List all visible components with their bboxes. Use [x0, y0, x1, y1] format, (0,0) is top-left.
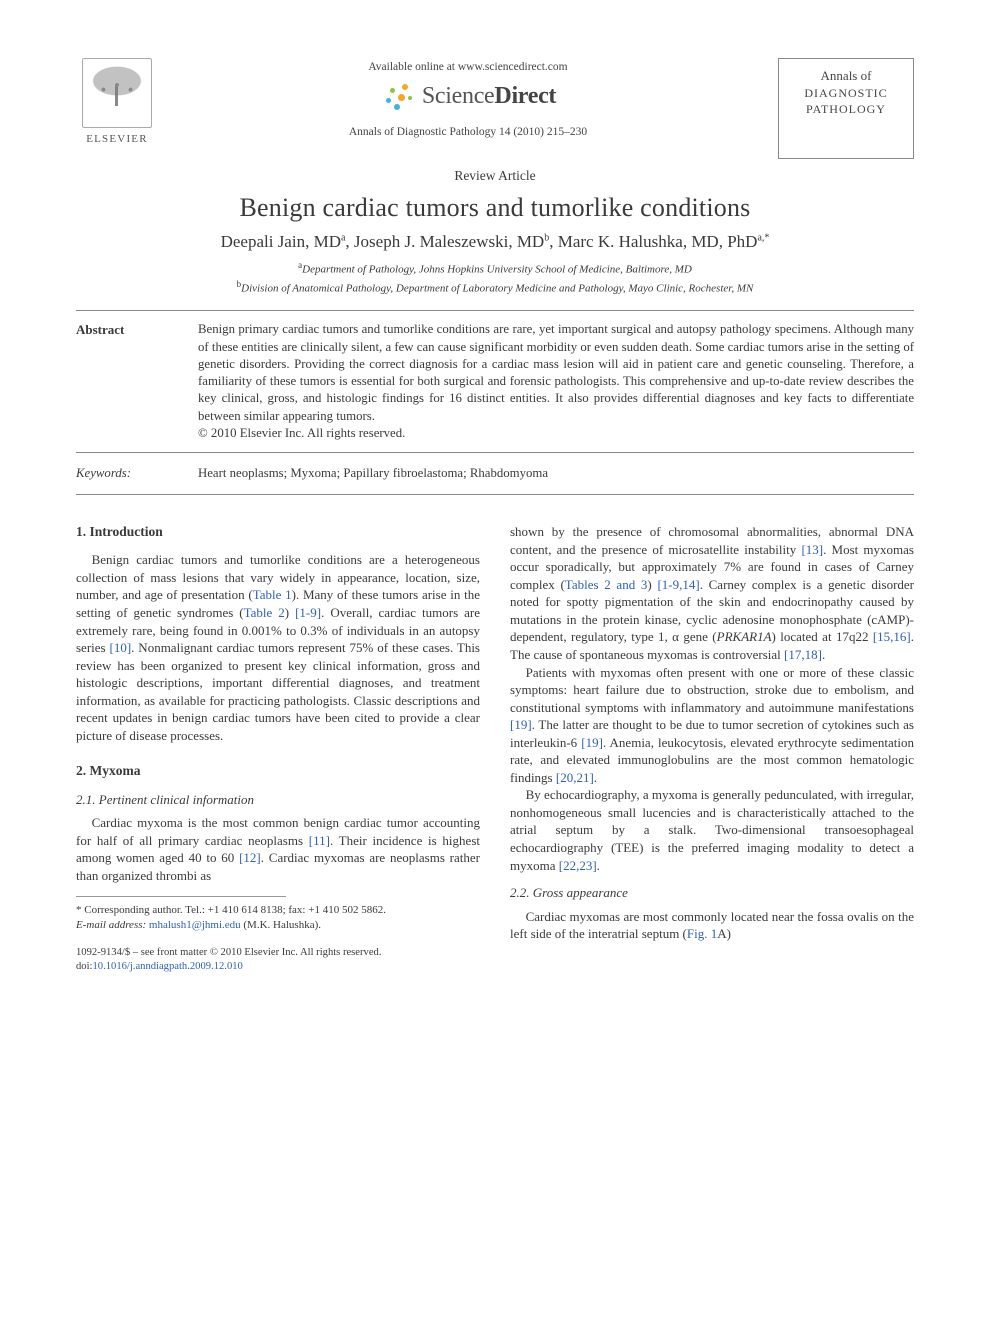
intro-paragraph: Benign cardiac tumors and tumorlike cond…	[76, 551, 480, 744]
rule-below-keywords	[76, 494, 914, 495]
heading-myxoma: 2. Myxoma	[76, 762, 480, 780]
gross-appearance-paragraph: Cardiac myxomas are most commonly locate…	[510, 908, 914, 943]
sciencedirect-brand: ScienceDirect	[174, 81, 762, 113]
abstract-row: Abstract Benign primary cardiac tumors a…	[76, 321, 914, 442]
body-columns: 1. Introduction Benign cardiac tumors an…	[76, 523, 914, 973]
right-column: shown by the presence of chromosomal abn…	[510, 523, 914, 973]
link-refs-1-9[interactable]: [1-9]	[295, 605, 321, 620]
link-table-2[interactable]: Table 2	[244, 605, 285, 620]
doi-link[interactable]: 10.1016/j.anndiagpath.2009.12.010	[92, 961, 242, 972]
link-refs-17-18[interactable]: [17,18]	[784, 647, 822, 662]
link-refs-1-9-14[interactable]: [1-9,14]	[657, 577, 699, 592]
link-refs-15-16[interactable]: [15,16]	[873, 629, 911, 644]
link-ref-19a[interactable]: [19]	[510, 717, 532, 732]
corresponding-author-footnote: * Corresponding author. Tel.: +1 410 614…	[76, 903, 480, 932]
rule-above-abstract	[76, 310, 914, 311]
link-refs-20-21[interactable]: [20,21]	[556, 770, 594, 785]
link-refs-22-23[interactable]: [22,23]	[559, 858, 597, 873]
link-ref-12[interactable]: [12]	[239, 850, 261, 865]
journal-line-1: Annals of	[787, 67, 905, 84]
heading-2-1: 2.1. Pertinent clinical information	[76, 791, 480, 809]
col2-paragraph-1: shown by the presence of chromosomal abn…	[510, 523, 914, 663]
abstract-copyright: © 2010 Elsevier Inc. All rights reserved…	[198, 426, 405, 440]
doi-line: doi:10.1016/j.anndiagpath.2009.12.010	[76, 960, 480, 974]
journal-line-2: DIAGNOSTIC	[787, 86, 905, 102]
link-ref-10[interactable]: [10]	[110, 640, 132, 655]
abstract-text: Benign primary cardiac tumors and tumorl…	[198, 321, 914, 442]
elsevier-wordmark: ELSEVIER	[86, 132, 148, 147]
affiliations: aDepartment of Pathology, Johns Hopkins …	[76, 259, 914, 296]
journal-line-3: PATHOLOGY	[787, 102, 905, 118]
rule-between-abs-kw	[76, 452, 914, 453]
brand-bold: Direct	[494, 83, 556, 109]
heading-introduction: 1. Introduction	[76, 523, 480, 541]
link-ref-13[interactable]: [13]	[801, 542, 823, 557]
email-line: E-mail address: mhalush1@jhmi.edu (M.K. …	[76, 918, 480, 932]
link-ref-11[interactable]: [11]	[309, 833, 330, 848]
author-list: Deepali Jain, MDa, Joseph J. Maleszewski…	[76, 231, 914, 253]
header-center: Available online at www.sciencedirect.co…	[158, 58, 778, 140]
link-tables-2-3[interactable]: Tables 2 and 3	[565, 577, 648, 592]
journal-cover-box: Annals of DIAGNOSTIC PATHOLOGY	[778, 58, 914, 159]
myxoma-clinical-paragraph: Cardiac myxoma is the most common benign…	[76, 814, 480, 884]
affiliation-b: bDivision of Anatomical Pathology, Depar…	[76, 278, 914, 297]
issn-line: 1092-9134/$ – see front matter © 2010 El…	[76, 946, 480, 960]
affiliation-a: aDepartment of Pathology, Johns Hopkins …	[76, 259, 914, 278]
elsevier-tree-icon	[82, 58, 152, 128]
elsevier-logo: ELSEVIER	[76, 58, 158, 150]
sciencedirect-wordmark: ScienceDirect	[422, 81, 556, 113]
journal-citation-line: Annals of Diagnostic Pathology 14 (2010)…	[174, 125, 762, 140]
heading-2-2: 2.2. Gross appearance	[510, 884, 914, 902]
col2-paragraph-3: By echocardiography, a myxoma is general…	[510, 786, 914, 874]
keywords-text: Heart neoplasms; Myxoma; Papillary fibro…	[198, 465, 914, 482]
article-type: Review Article	[76, 167, 914, 185]
email-link[interactable]: mhalush1@jhmi.edu	[149, 919, 241, 931]
available-online-line: Available online at www.sciencedirect.co…	[174, 60, 762, 75]
issn-doi-block: 1092-9134/$ – see front matter © 2010 El…	[76, 946, 480, 974]
left-column: 1. Introduction Benign cardiac tumors an…	[76, 523, 480, 973]
sciencedirect-dots-icon	[380, 82, 414, 112]
link-ref-19b[interactable]: [19]	[581, 735, 603, 750]
abstract-label: Abstract	[76, 321, 176, 442]
col2-paragraph-2: Patients with myxomas often present with…	[510, 664, 914, 787]
keywords-row: Keywords: Heart neoplasms; Myxoma; Papil…	[76, 465, 914, 482]
link-fig-1[interactable]: Fig. 1	[687, 926, 717, 941]
keywords-label: Keywords:	[76, 465, 176, 482]
gene-name: PRKAR1A	[717, 629, 772, 644]
brand-plain: Science	[422, 83, 495, 109]
header-row: ELSEVIER Available online at www.science…	[76, 58, 914, 159]
footnote-rule	[76, 896, 286, 897]
link-table-1[interactable]: Table 1	[253, 587, 292, 602]
article-title: Benign cardiac tumors and tumorlike cond…	[76, 191, 914, 225]
corr-line: * Corresponding author. Tel.: +1 410 614…	[76, 903, 480, 917]
